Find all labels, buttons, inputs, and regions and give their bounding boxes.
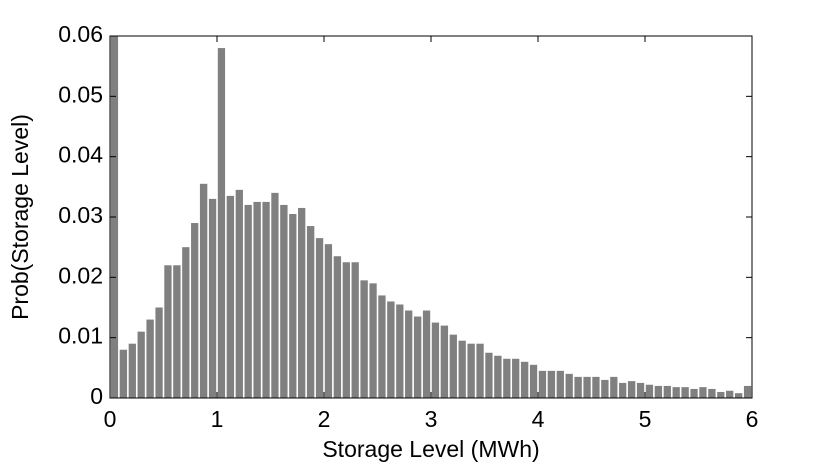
bar xyxy=(137,331,145,398)
x-tick-label: 3 xyxy=(425,406,438,432)
bar xyxy=(636,382,645,398)
y-tick-label: 0.02 xyxy=(58,262,103,288)
bar xyxy=(699,387,707,398)
bar xyxy=(547,370,556,398)
bar xyxy=(199,183,208,398)
bar xyxy=(619,382,627,398)
bar xyxy=(306,226,315,398)
bar xyxy=(244,204,252,398)
y-tick-label: 0 xyxy=(90,383,103,409)
bar xyxy=(271,192,279,398)
bar xyxy=(458,340,466,398)
bar xyxy=(360,280,368,398)
bar xyxy=(663,385,671,398)
bar xyxy=(601,379,609,398)
bar xyxy=(726,390,734,398)
bar xyxy=(431,322,440,398)
bar xyxy=(520,361,529,398)
bar xyxy=(538,370,547,398)
bar xyxy=(146,319,154,398)
x-tick-label: 6 xyxy=(746,406,759,432)
x-tick-label: 0 xyxy=(104,406,117,432)
x-tick-label: 1 xyxy=(211,406,224,432)
bar xyxy=(324,244,333,398)
bar xyxy=(369,283,377,398)
y-tick-label: 0.05 xyxy=(58,81,103,107)
bar xyxy=(476,343,484,398)
y-axis-label: Prob(Storage Level) xyxy=(7,114,33,320)
bar xyxy=(173,265,181,398)
bar xyxy=(235,189,243,398)
y-tick-label: 0.03 xyxy=(58,202,103,228)
bar xyxy=(253,201,261,398)
bar xyxy=(627,381,636,398)
bar xyxy=(512,358,520,398)
bar xyxy=(164,265,172,398)
bar xyxy=(387,301,395,398)
x-tick-label: 5 xyxy=(639,406,652,432)
bar xyxy=(565,373,573,398)
bar xyxy=(405,310,413,398)
bar xyxy=(280,204,288,398)
bar xyxy=(298,207,306,398)
bar xyxy=(182,247,190,398)
bar xyxy=(422,310,431,398)
x-tick-label: 4 xyxy=(532,406,545,432)
bar xyxy=(672,387,680,398)
bar xyxy=(717,391,725,398)
bar xyxy=(440,325,449,398)
bar xyxy=(208,198,217,398)
bar xyxy=(333,256,342,398)
bar xyxy=(690,388,698,398)
y-tick-label: 0.04 xyxy=(58,142,103,168)
bar xyxy=(645,384,654,398)
bar xyxy=(191,223,199,398)
bar xyxy=(315,238,324,398)
bar xyxy=(556,370,564,398)
bar xyxy=(217,48,226,399)
bar xyxy=(529,364,538,398)
bar xyxy=(592,376,600,398)
x-axis-label: Storage Level (MWh) xyxy=(322,436,539,462)
bar xyxy=(494,355,502,398)
bar xyxy=(708,388,716,398)
bar xyxy=(503,358,511,398)
bar xyxy=(449,334,457,398)
bar xyxy=(262,201,270,398)
bar xyxy=(119,349,128,398)
bar xyxy=(743,385,752,398)
bar xyxy=(351,262,359,398)
bar xyxy=(155,307,163,398)
bar xyxy=(574,376,582,398)
y-tick-label: 0.06 xyxy=(58,21,103,47)
y-tick-label: 0.01 xyxy=(58,323,103,349)
bar xyxy=(378,295,386,398)
x-tick-label: 2 xyxy=(318,406,331,432)
bar xyxy=(289,213,297,398)
bar xyxy=(342,262,350,398)
bar xyxy=(485,352,493,398)
bar xyxy=(654,385,663,398)
bar xyxy=(467,343,475,398)
bar xyxy=(610,376,618,398)
bar xyxy=(226,195,235,398)
bar xyxy=(396,304,404,398)
bar xyxy=(734,393,743,398)
bar xyxy=(413,316,422,398)
bar xyxy=(583,376,591,398)
bar xyxy=(681,387,689,398)
bar xyxy=(128,343,136,398)
